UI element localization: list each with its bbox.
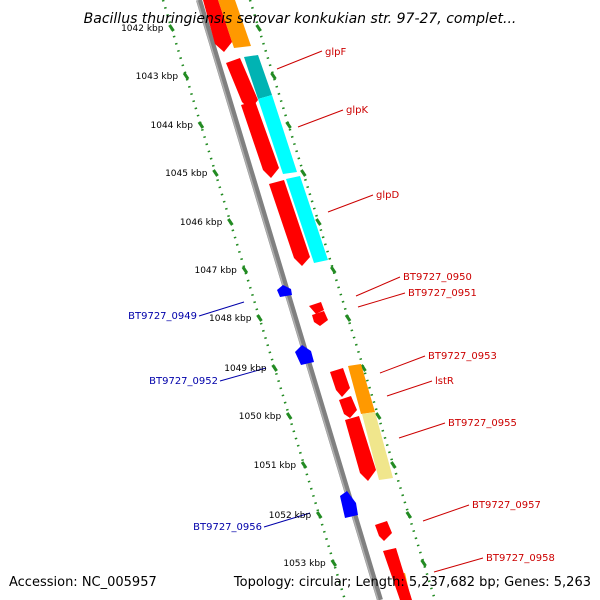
gene-leader-line [398,422,446,439]
gene-leader-line [219,367,267,382]
ruler-tick [255,24,262,32]
gene-label[interactable]: glpD [376,190,399,201]
gene-arrow [312,311,328,326]
ruler-tick [241,266,249,274]
ruler-tick [197,121,205,129]
ruler-tick [256,314,263,322]
ruler-tick-label: 1043 kbp [136,72,179,82]
gene-leader-line [433,557,484,573]
feature-khaki-block [362,412,393,480]
ruler-tick [182,72,190,80]
ruler-tick [315,218,322,226]
gene-arrow [203,0,232,52]
ruler-tick [285,121,292,129]
gene-label[interactable]: BT9727_0950 [403,272,472,283]
ruler-tick [300,169,307,177]
feature-orange-block-2 [348,364,375,414]
gene-label[interactable]: glpF [325,47,346,58]
gene-arrow [340,491,358,518]
ruler-tick [227,218,234,226]
ruler-tick-label: 1047 kbp [194,266,237,276]
ruler-tick [420,559,427,567]
ruler-tick [285,412,293,420]
gene-arrow [383,548,412,600]
gene-label[interactable]: glpK [346,105,368,116]
gene-arrow [295,345,314,365]
gene-arrow [345,416,376,481]
ruler-tick-label: 1053 kbp [283,559,326,569]
ruler-tick-label: 1046 kbp [180,218,223,228]
ruler-tick-label: 1051 kbp [254,461,297,471]
ruler-tick-label: 1042 kbp [121,24,164,34]
gene-label[interactable]: BT9727_0958 [486,553,555,564]
ruler-tick-label: 1044 kbp [151,121,194,131]
gene-label[interactable]: BT9727_0957 [472,500,541,511]
ruler-tick [375,412,382,420]
gene-leader-line [276,50,323,70]
gene-leader-line [386,380,433,397]
feature-orange-block [218,0,251,48]
ruler-tick [315,511,323,519]
ruler-right-dotted [248,0,437,600]
gene-leader-line [327,194,374,213]
ruler-tick [330,559,338,567]
feature-track [218,0,411,600]
gene-arrow [309,302,324,314]
ruler-left-dotted [161,0,347,600]
ruler-tick [168,24,175,32]
gene-leader-line [198,301,245,317]
accession-label: Accession: NC_005957 [9,575,157,590]
ruler-ticks-left [168,24,338,567]
gene-label[interactable]: BT9727_0953 [428,351,497,362]
ruler-tick [344,314,352,322]
gene-leader-line [297,109,344,128]
ruler-tick-label: 1045 kbp [165,169,208,179]
ruler-tick-label: 1048 kbp [209,314,252,324]
feature-teal-block [244,55,272,99]
gene-label[interactable]: BT9727_0951 [408,288,477,299]
gene-arrow [241,101,279,178]
ruler-tick [270,72,277,80]
ruler-tick-label: 1049 kbp [224,364,267,374]
gene-leader-line [379,355,426,374]
gene-arrow [375,521,392,541]
gene-leader-line [263,512,311,528]
ruler-ticks-right [255,24,427,567]
reverse-genes [277,285,358,518]
gene-leader-line [422,504,470,522]
feature-cyan-block-1 [258,95,297,174]
feature-cyan-block-2 [286,176,328,263]
ruler-labels: 1042 kbp 1043 kbp 1044 kbp 1045 kbp 1046 kbp… [121,24,326,569]
ruler-tick [360,364,367,372]
forward-genes [203,0,412,600]
ruler-tick-label: 1050 kbp [239,412,282,422]
genome-summary: Topology: circular; Length: 5,237,682 bp… [233,575,591,590]
gene-label[interactable]: BT9727_0956 [193,522,262,533]
gene-arrow [339,396,357,418]
gene-arrow [330,368,350,397]
gene-leader-line [357,292,406,308]
ruler-tick [405,511,413,519]
ruler-tick [330,266,337,274]
ruler-tick [212,169,219,177]
map-title: Bacillus thuringiensis serovar konkukian… [84,11,517,27]
gene-arrow [277,285,292,297]
gene-label[interactable]: BT9727_0949 [128,311,197,322]
gene-labels: glpF glpK glpD BT9727_0950 BT9727_0951 BT9727… [128,47,555,573]
gene-arrow [226,58,258,110]
ruler-tick [271,364,278,372]
ruler-tick [390,461,397,469]
gene-arrow [269,180,310,266]
ruler-tick-label: 1052 kbp [269,511,312,521]
gene-label[interactable]: BT9727_0955 [448,418,517,429]
ruler-tick [300,461,308,469]
gene-label[interactable]: lstR [435,376,454,387]
gene-label[interactable]: BT9727_0952 [149,376,218,387]
gene-leader-line [355,276,401,297]
